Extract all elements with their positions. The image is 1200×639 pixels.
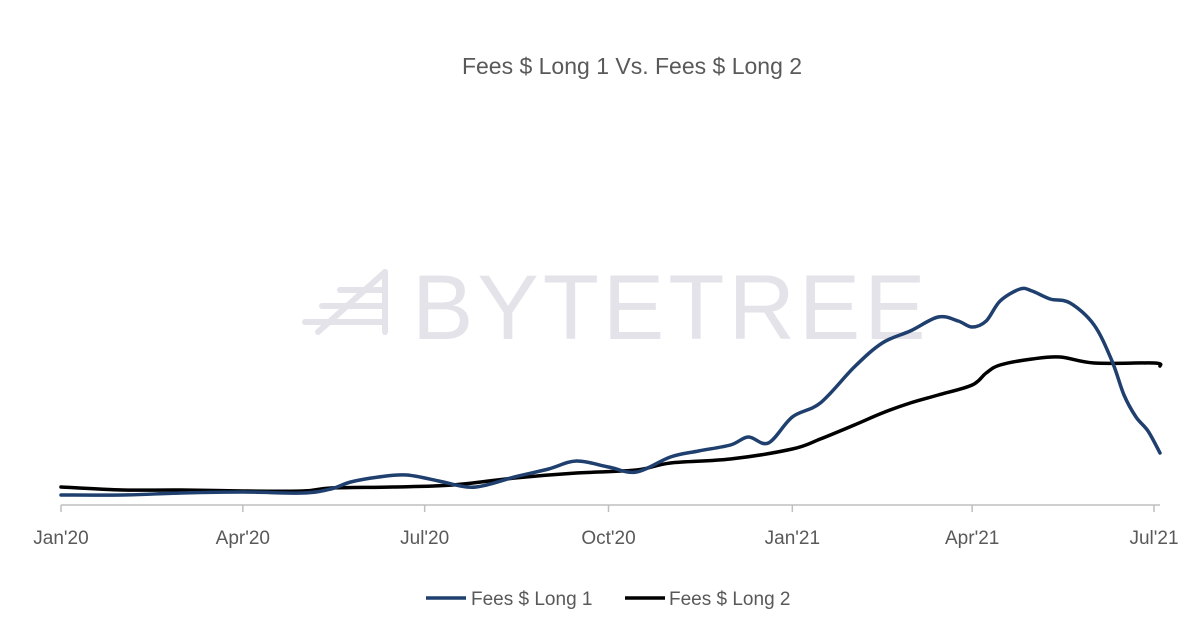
x-axis-ticks: Jan'20 Apr'20 Jul'20 Oct'20 Jan'21 Apr'21 Jul'… bbox=[33, 505, 1179, 549]
x-tick-label: Apr'21 bbox=[945, 528, 999, 549]
legend-label-long-1: Fees $ Long 1 bbox=[471, 589, 592, 610]
watermark-text: BYTETREE bbox=[412, 257, 930, 359]
series-layer bbox=[59, 286, 1163, 497]
legend-label-long-2: Fees $ Long 2 bbox=[669, 589, 790, 610]
legend: Fees $ Long 1 Fees $ Long 2 bbox=[426, 589, 790, 610]
chart-title: Fees $ Long 1 Vs. Fees $ Long 2 bbox=[462, 53, 802, 79]
x-tick-label: Jan'20 bbox=[33, 528, 88, 549]
bytetree-watermark: BYTETREE bbox=[302, 257, 930, 359]
x-tick-label: Jul'20 bbox=[400, 528, 449, 549]
series-line-fees-long-2 bbox=[59, 355, 1163, 494]
bytetree-logo-icon bbox=[302, 269, 388, 335]
series-line-fees-long-1 bbox=[59, 286, 1162, 497]
x-tick-label: Jan'21 bbox=[765, 528, 820, 549]
x-tick-label: Apr'20 bbox=[216, 528, 270, 549]
x-tick-label: Jul'21 bbox=[1129, 528, 1178, 549]
x-tick-label: Oct'20 bbox=[581, 528, 635, 549]
